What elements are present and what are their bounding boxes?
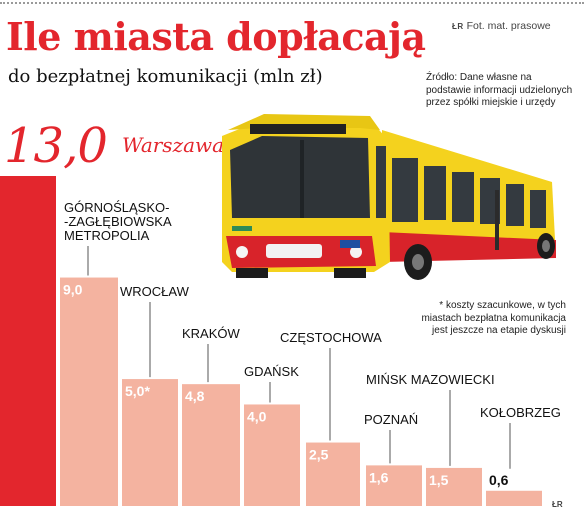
highlight-city-label: Warszawa bbox=[122, 133, 225, 157]
bar-4 bbox=[182, 384, 240, 506]
logo-mark: ŁR bbox=[452, 22, 464, 31]
bar-7 bbox=[366, 465, 422, 506]
chart-title: Ile miasta dopłacają bbox=[6, 14, 426, 59]
footnote: * koszty szacunkowe, w tych miastach bez… bbox=[421, 300, 566, 336]
bar-2 bbox=[60, 277, 118, 506]
bottom-logo-mark: ŁR bbox=[552, 500, 563, 509]
bar-5 bbox=[244, 404, 300, 506]
category-label-2: METROPOLIA bbox=[64, 228, 150, 243]
value-label-3: 5,0* bbox=[125, 383, 150, 399]
category-label-6: CZĘSTOCHOWA bbox=[280, 330, 382, 345]
category-label-7: POZNAŃ bbox=[364, 412, 418, 427]
value-label-4: 4,8 bbox=[185, 388, 205, 404]
category-label-9: KOŁOBRZEG bbox=[480, 405, 561, 420]
bus-illustration bbox=[222, 114, 556, 280]
bar-3 bbox=[122, 379, 178, 506]
category-label-2: GÓRNOŚLĄSKO- bbox=[64, 200, 169, 215]
photo-credit: ŁR Fot. mat. prasowe bbox=[452, 20, 551, 32]
value-label-5: 4,0 bbox=[247, 408, 267, 424]
category-label-8: MIŃSK MAZOWIECKI bbox=[366, 372, 495, 387]
value-label-6: 2,5 bbox=[309, 447, 329, 463]
category-label-2: -ZAGŁĘBIOWSKA bbox=[64, 214, 172, 229]
value-label-2: 9,0 bbox=[63, 282, 83, 298]
category-label-5: GDAŃSK bbox=[244, 364, 299, 379]
source-note: Źródło: Dane własne na podstawie informa… bbox=[426, 72, 573, 108]
bar-8 bbox=[426, 467, 482, 506]
highlight-value-label: 13,0 bbox=[4, 118, 108, 174]
bar-9 bbox=[486, 490, 542, 506]
value-label-7: 1,6 bbox=[369, 469, 389, 485]
photo-credit-text: Fot. mat. prasowe bbox=[466, 20, 551, 32]
top-dotted-rule bbox=[0, 2, 584, 4]
bar-6 bbox=[306, 442, 360, 506]
category-label-3: WROCŁAW bbox=[120, 284, 190, 299]
value-label-8: 1,5 bbox=[429, 472, 449, 488]
bar-1 bbox=[0, 176, 56, 506]
chart-subtitle: do bezpłatnej komunikacji (mln zł) bbox=[8, 66, 323, 87]
value-label-9: 0,6 bbox=[489, 472, 509, 488]
category-label-4: KRAKÓW bbox=[182, 326, 241, 341]
